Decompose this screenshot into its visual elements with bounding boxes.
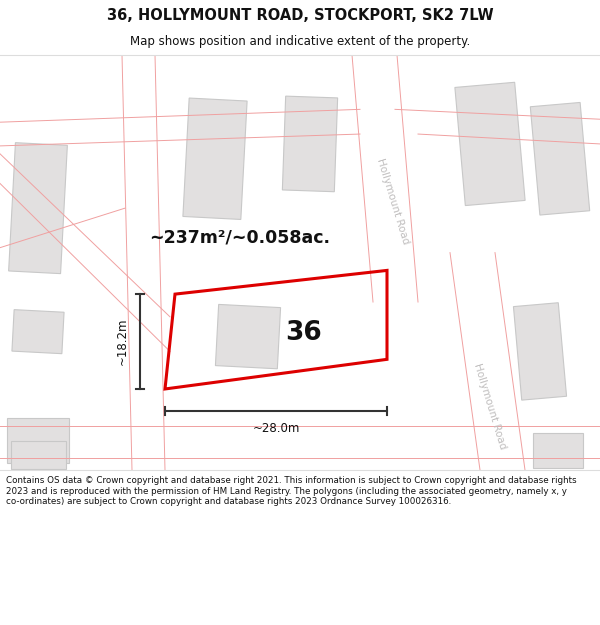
Text: Contains OS data © Crown copyright and database right 2021. This information is : Contains OS data © Crown copyright and d… bbox=[6, 476, 577, 506]
Polygon shape bbox=[530, 102, 590, 215]
Polygon shape bbox=[8, 142, 67, 274]
Polygon shape bbox=[11, 441, 65, 469]
Text: Hollymount Road: Hollymount Road bbox=[375, 157, 411, 246]
Polygon shape bbox=[215, 304, 281, 369]
Text: ~237m²/~0.058ac.: ~237m²/~0.058ac. bbox=[149, 229, 331, 247]
Polygon shape bbox=[7, 418, 69, 462]
Text: ~18.2m: ~18.2m bbox=[115, 318, 128, 365]
Text: 36: 36 bbox=[285, 320, 322, 346]
Polygon shape bbox=[283, 96, 338, 192]
Polygon shape bbox=[533, 433, 583, 468]
Polygon shape bbox=[183, 98, 247, 219]
Text: ~28.0m: ~28.0m bbox=[253, 422, 299, 435]
Polygon shape bbox=[514, 302, 566, 400]
Polygon shape bbox=[12, 309, 64, 354]
Text: Map shows position and indicative extent of the property.: Map shows position and indicative extent… bbox=[130, 35, 470, 48]
Text: Hollymount Road: Hollymount Road bbox=[472, 362, 508, 450]
Text: 36, HOLLYMOUNT ROAD, STOCKPORT, SK2 7LW: 36, HOLLYMOUNT ROAD, STOCKPORT, SK2 7LW bbox=[107, 8, 493, 23]
Polygon shape bbox=[455, 82, 525, 206]
